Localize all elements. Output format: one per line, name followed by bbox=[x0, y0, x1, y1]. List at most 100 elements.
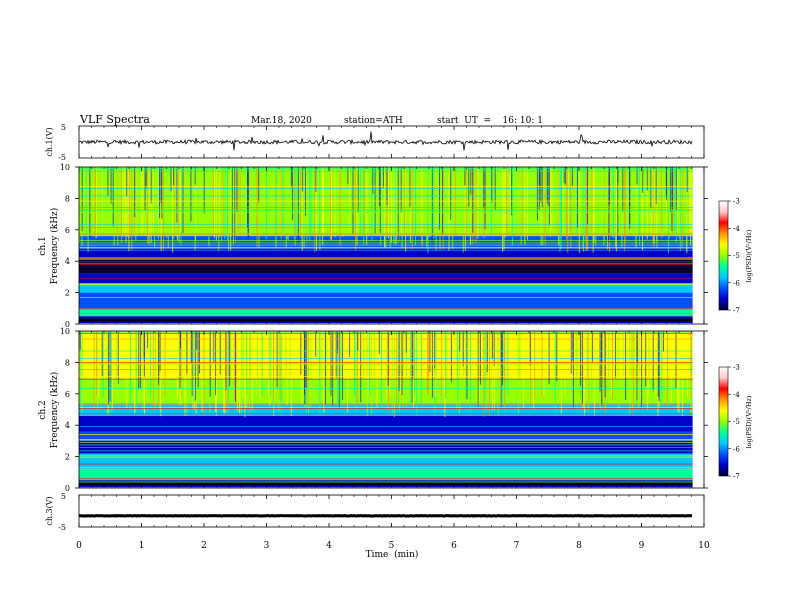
colorbar-tick-label: -7 bbox=[733, 473, 740, 481]
spectrogram-streak bbox=[237, 331, 239, 411]
spectrogram-tone bbox=[79, 195, 693, 197]
spectrogram-tone bbox=[79, 240, 693, 241]
spectrogram-streak bbox=[121, 167, 122, 243]
spectrogram-streak bbox=[128, 167, 130, 237]
spectrogram-streak bbox=[122, 167, 124, 237]
spectrogram-streak bbox=[224, 331, 226, 414]
spectrogram-streak bbox=[653, 167, 655, 245]
spectrogram-streak bbox=[563, 167, 565, 184]
spectrogram-streak bbox=[178, 331, 180, 404]
spectrogram-streak bbox=[608, 167, 610, 205]
spectrogram-tone bbox=[79, 358, 693, 359]
spectrogram-streak bbox=[309, 167, 311, 242]
spectrogram-streak bbox=[316, 167, 318, 251]
spectrogram-tone bbox=[79, 210, 693, 212]
spectrogram-streak bbox=[323, 331, 325, 413]
spectrogram-streak bbox=[653, 167, 655, 247]
spectrogram-streak bbox=[641, 331, 643, 407]
spectrogram-streak bbox=[548, 331, 550, 385]
spectrogram-streak bbox=[524, 167, 526, 245]
spectrogram-tone bbox=[79, 376, 693, 377]
spectrogram-streak bbox=[484, 167, 486, 230]
spectrogram-streak bbox=[615, 167, 617, 252]
spectrogram-streak bbox=[302, 167, 304, 192]
spectrogram-tone bbox=[79, 426, 693, 427]
spectrogram-tone bbox=[79, 378, 693, 380]
spectrogram-streak bbox=[127, 167, 129, 237]
spectrogram-streak bbox=[294, 167, 296, 246]
spectrogram-streak bbox=[140, 167, 142, 234]
spectrogram-streak bbox=[357, 331, 359, 404]
xtick-label: 9 bbox=[639, 541, 645, 551]
spectrogram-streak bbox=[622, 167, 624, 212]
spectrogram-streak bbox=[223, 167, 225, 233]
spectrogram-streak bbox=[201, 331, 203, 412]
spectrogram-streak bbox=[322, 167, 324, 245]
spectrogram-tone bbox=[79, 284, 693, 286]
spectrogram-streak bbox=[319, 167, 321, 235]
spectrogram-streak bbox=[529, 331, 531, 366]
xtick-label: 7 bbox=[514, 541, 520, 551]
spectrogram-streak bbox=[466, 331, 468, 400]
spectrogram-streak bbox=[484, 331, 486, 403]
spectrogram-tone bbox=[79, 450, 693, 452]
spectrogram-streak bbox=[477, 167, 479, 239]
spectrogram-streak bbox=[576, 331, 578, 401]
spectrogram-streak bbox=[280, 331, 282, 416]
spectrogram-band bbox=[79, 283, 693, 293]
spectrogram-streak bbox=[282, 167, 284, 233]
spectrogram-streak bbox=[319, 331, 321, 415]
spectrogram-streak bbox=[398, 167, 400, 242]
spectrogram-streak bbox=[195, 331, 197, 415]
spectrogram-dc-line bbox=[79, 482, 693, 486]
spectrogram-streak bbox=[661, 331, 663, 405]
spectrogram-streak bbox=[102, 331, 104, 398]
spectrogram-streak bbox=[102, 167, 104, 232]
spectrogram-streak bbox=[79, 331, 81, 350]
spectrogram-streak bbox=[472, 167, 474, 233]
spectrogram-streak bbox=[461, 167, 463, 233]
spectrogram-streak bbox=[290, 331, 292, 416]
spectrogram-streak bbox=[117, 167, 119, 245]
spectrogram-streak bbox=[331, 167, 332, 240]
spectrogram-streak bbox=[612, 331, 613, 401]
ytick-label: 2 bbox=[65, 289, 70, 298]
date-label: Mar.18, 2020 bbox=[251, 116, 312, 126]
spectrogram-streak bbox=[89, 167, 91, 238]
spectrogram-tone bbox=[79, 338, 693, 340]
colorbar-tick-label: -5 bbox=[733, 252, 740, 260]
spectrogram-streak bbox=[173, 167, 174, 186]
spectrogram-streak bbox=[218, 167, 220, 252]
spectrogram-streak bbox=[337, 331, 338, 410]
spectrogram-streak bbox=[176, 167, 178, 223]
spectrogram-tone bbox=[79, 434, 693, 435]
spectrogram-tone bbox=[79, 363, 693, 364]
spectrogram-streak bbox=[648, 331, 650, 404]
spectrogram-streak bbox=[536, 167, 538, 221]
ch2-spectrogram-panel: 0 2 4 6 8 10 ch.2 Frequency (kHz) bbox=[38, 327, 708, 493]
spectrogram-streak bbox=[236, 167, 238, 212]
spectrogram-streak bbox=[237, 167, 239, 233]
spectrogram-streak bbox=[483, 167, 485, 208]
spectrogram-streak bbox=[492, 167, 494, 232]
spectrogram-streak bbox=[279, 331, 281, 400]
spectrogram-streak bbox=[450, 331, 452, 383]
spectrogram-streak bbox=[112, 167, 114, 227]
spectrogram-streak bbox=[244, 331, 246, 418]
spectrogram-streak bbox=[402, 331, 404, 408]
spectrogram-streak bbox=[101, 331, 103, 377]
spectrogram-streak bbox=[560, 331, 562, 415]
spectrogram-streak bbox=[663, 331, 664, 352]
spectrogram-streak bbox=[607, 167, 608, 250]
ch2-spectrogram-ylabel: Frequency (kHz) bbox=[49, 372, 60, 449]
ytick-label: 8 bbox=[65, 358, 70, 367]
spectrogram-tone bbox=[79, 249, 693, 251]
spectrogram-streak bbox=[594, 331, 596, 416]
spectrogram-streak bbox=[143, 331, 145, 378]
spectrogram-tone bbox=[79, 388, 693, 389]
spectrogram-streak bbox=[356, 167, 358, 246]
spectrogram-streak bbox=[243, 331, 245, 406]
spectrogram-streak bbox=[152, 331, 154, 411]
spectrogram-streak bbox=[203, 167, 205, 214]
spectrogram-streak bbox=[564, 331, 566, 398]
